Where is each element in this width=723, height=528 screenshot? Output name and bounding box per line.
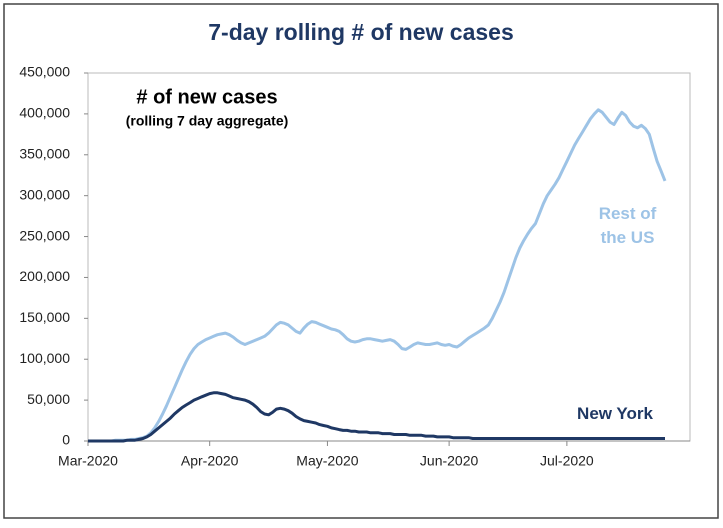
frame (3, 3, 719, 519)
y-tick-label: 250,000 (19, 227, 70, 243)
y-tick-label: 300,000 (19, 186, 70, 202)
series-line (88, 391, 665, 443)
series-label: New York (577, 404, 653, 423)
series-label: Rest of the US (598, 204, 657, 247)
x-tick-label: Jun-2020 (420, 453, 479, 469)
annotation: (rolling 7 day aggregate) (126, 113, 289, 129)
y-tick-label: 400,000 (19, 105, 70, 121)
y-tick-label: 0 (62, 432, 70, 448)
x-tick-label: Mar-2020 (58, 453, 118, 469)
chart-title: 7-day rolling # of new cases (208, 19, 514, 45)
y-tick-label: 50,000 (27, 391, 70, 407)
y-tick-label: 150,000 (19, 309, 70, 325)
series-line (88, 108, 667, 443)
y-tick-label: 350,000 (19, 145, 70, 161)
y-tick-label: 200,000 (19, 268, 70, 284)
annotation: # of new cases (136, 86, 277, 108)
x-tick-label: May-2020 (296, 453, 358, 469)
x-tick-label: Jul-2020 (540, 453, 594, 469)
y-tick-label: 450,000 (19, 64, 70, 80)
y-tick-label: 100,000 (19, 350, 70, 366)
x-tick-label: Apr-2020 (181, 453, 239, 469)
